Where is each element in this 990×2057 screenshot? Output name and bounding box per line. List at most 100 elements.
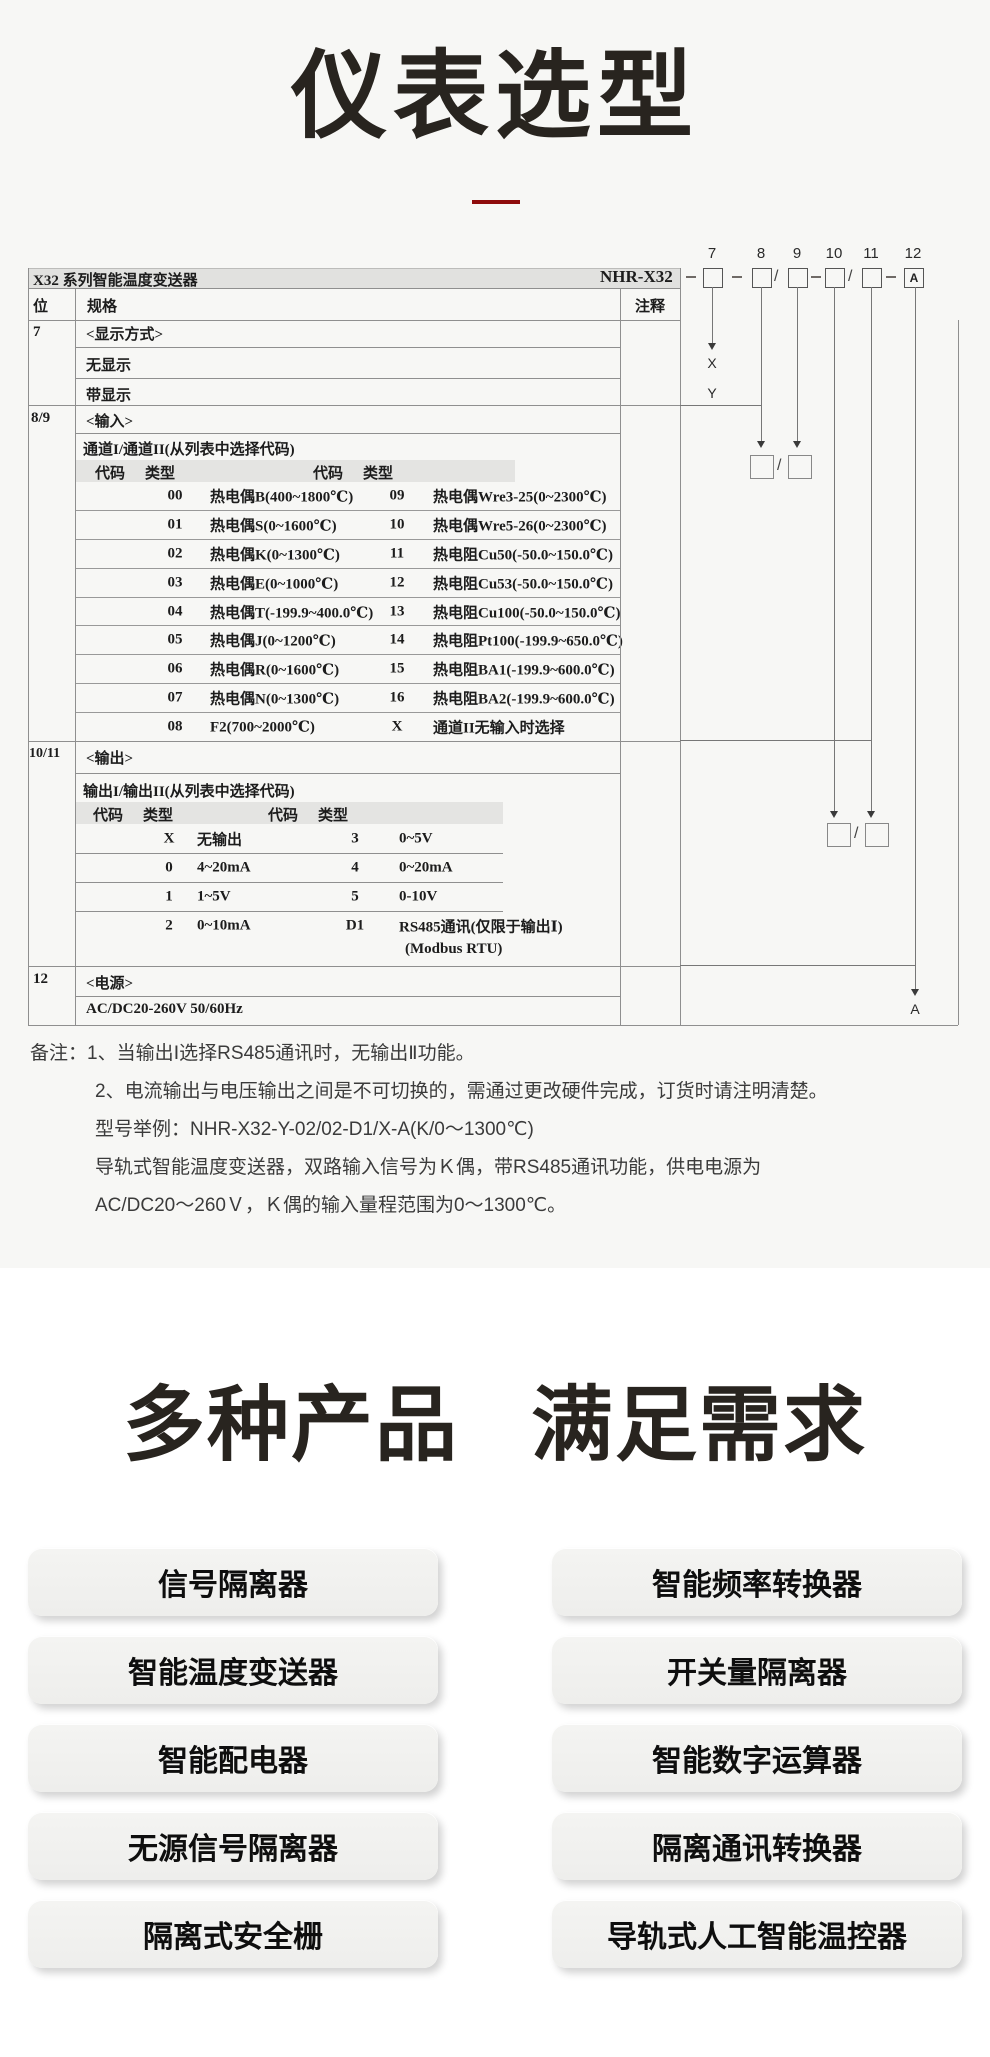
- table-line: [28, 268, 29, 1025]
- position-number: 9: [792, 245, 802, 262]
- product-button-label: 导轨式人工智能温控器: [607, 1921, 907, 1954]
- input-code: 04: [167, 603, 183, 619]
- input-code: 01: [167, 516, 183, 533]
- input-type-header-1: 类型: [145, 466, 176, 482]
- display-option-none: 无显示: [86, 358, 132, 374]
- pos-10-11: 10/11: [29, 746, 61, 761]
- table-line: [680, 268, 681, 1025]
- product-button-passive-signal-isolator[interactable]: 无源信号隔离器: [28, 1812, 438, 1880]
- slash-separator: /: [774, 268, 779, 285]
- input-type: 热电偶R(0~1600℃): [210, 662, 340, 679]
- dash-separator: [886, 276, 896, 278]
- table-line: [28, 741, 680, 742]
- pos-8-9: 8/9: [31, 410, 51, 426]
- slash-separator: /: [848, 268, 853, 285]
- output-code: 1: [165, 888, 173, 904]
- selection-section: 仪表选型 X32 系列智能温度变送器 NHR-X32 位 规格 注释 7 8/9…: [28, 43, 959, 1216]
- input-row: 02 热电偶K(0~1300℃) 11 热电阻Cu50(-50.0~150.0℃): [75, 538, 620, 568]
- output-code-header-2: 代码: [268, 808, 299, 824]
- series-title: X32 系列智能温度变送器: [33, 273, 198, 289]
- input-row: 07 热电偶N(0~1300℃) 16 热电阻BA2(-199.9~600.0℃): [75, 683, 620, 712]
- output-row: 0 4~20mA 4 0~20mA: [75, 853, 620, 882]
- table-line: [75, 853, 503, 854]
- slash-separator: /: [777, 457, 782, 474]
- arrow-down-icon: [830, 811, 838, 818]
- dash-separator: [811, 276, 821, 278]
- col-header-spec: 规格: [87, 299, 118, 315]
- output-code: 5: [351, 888, 359, 904]
- position-number: 7: [707, 245, 717, 262]
- product-button-label: 无源信号隔离器: [128, 1833, 338, 1866]
- output-type: 0~10mA: [197, 917, 251, 934]
- output-type-line2: (Modbus RTU): [405, 941, 503, 957]
- product-button-switch-isolator[interactable]: 开关量隔离器: [552, 1636, 962, 1704]
- arrow-down-icon: [867, 811, 875, 818]
- input-row: 06 热电偶R(0~1600℃) 15 热电阻BA1(-199.9~600.0℃): [75, 654, 620, 683]
- input-row: 05 热电偶J(0~1200℃) 14 热电阻Pt100(-199.9~650.0℃…: [75, 625, 623, 654]
- table-line: [28, 288, 680, 289]
- connector-line: [680, 405, 761, 406]
- note-line-5: AC/DC20～260Ｖ，Ｋ偶的输入量程范围为0～1300℃。: [95, 1195, 567, 1216]
- output-code-placeholder-box: [865, 823, 889, 847]
- output-type: 4~20mA: [197, 859, 251, 875]
- output-type: 0~5V: [399, 830, 433, 846]
- power-code-a: A: [910, 1001, 920, 1017]
- products-heading-left: 多种产品: [122, 1380, 459, 1471]
- output-subtitle: 输出I/输出II(从列表中选择代码): [83, 784, 295, 800]
- connector-line: [797, 287, 798, 441]
- product-button-digital-calculator[interactable]: 智能数字运算器: [552, 1724, 962, 1792]
- code-box-8: [752, 268, 772, 288]
- table-line: [75, 911, 503, 912]
- input-code: 10: [389, 516, 405, 533]
- output-code: 0: [165, 859, 173, 875]
- input-code: 06: [167, 660, 183, 677]
- table-line: [75, 882, 503, 883]
- output-code: 2: [165, 917, 173, 934]
- product-button-safety-barrier[interactable]: 隔离式安全栅: [28, 1900, 438, 1968]
- input-code-header-2: 代码: [313, 466, 344, 482]
- product-button-rail-ai-temp-controller[interactable]: 导轨式人工智能温控器: [552, 1900, 962, 1968]
- product-button-label: 智能数字运算器: [652, 1745, 862, 1778]
- arrow-down-icon: [708, 343, 716, 350]
- table-line: [75, 347, 620, 348]
- product-button-distributor[interactable]: 智能配电器: [28, 1724, 438, 1792]
- output-type-header-2: 类型: [318, 808, 349, 824]
- pos-7: 7: [33, 324, 41, 340]
- position-number: 12: [904, 245, 922, 262]
- product-button-label: 开关量隔离器: [667, 1657, 847, 1690]
- product-button-label: 智能温度变送器: [128, 1657, 338, 1690]
- connector-line: [761, 287, 762, 441]
- position-number: 11: [863, 245, 879, 262]
- input-code: 12: [389, 574, 405, 591]
- product-button-signal-isolator[interactable]: 信号隔离器: [28, 1548, 438, 1616]
- input-type: 热电偶N(0~1300℃): [210, 691, 340, 708]
- output-row: 1 1~5V 5 0-10V: [75, 882, 620, 911]
- display-code-y: Y: [707, 385, 717, 401]
- product-button-comm-converter[interactable]: 隔离通讯转换器: [552, 1812, 962, 1880]
- output-code: D1: [345, 917, 365, 934]
- arrow-down-icon: [911, 989, 919, 996]
- input-section-title: <输入>: [86, 414, 134, 430]
- page-title: 仪表选型: [291, 43, 699, 150]
- input-code-table: 00 热电偶B(400~1800℃) 09 热电偶Wre3-25(0~2300℃) …: [75, 482, 623, 741]
- input-code: X: [391, 718, 403, 735]
- input-type: 通道II无输入时选择: [433, 720, 565, 737]
- output-code: 3: [351, 830, 359, 846]
- output-code: X: [163, 830, 175, 846]
- output-code-placeholder-box: [827, 823, 851, 847]
- product-button-frequency-converter[interactable]: 智能频率转换器: [552, 1548, 962, 1616]
- connector-line: [871, 287, 872, 811]
- input-type: 热电偶S(0~1600℃): [210, 518, 337, 535]
- input-code-header-1: 代码: [95, 466, 126, 482]
- output-section-title: <输出>: [86, 751, 134, 767]
- table-line: [75, 378, 620, 379]
- input-code: 00: [167, 487, 183, 504]
- product-button-temperature-transmitter[interactable]: 智能温度变送器: [28, 1636, 438, 1704]
- table-line: [28, 268, 680, 269]
- output-type: 0-10V: [399, 888, 438, 904]
- table-line: [75, 996, 620, 997]
- col-header-note: 注释: [634, 299, 665, 315]
- input-code-placeholder-box: [750, 455, 774, 479]
- table-line: [28, 966, 680, 967]
- code-box-9: [788, 268, 808, 288]
